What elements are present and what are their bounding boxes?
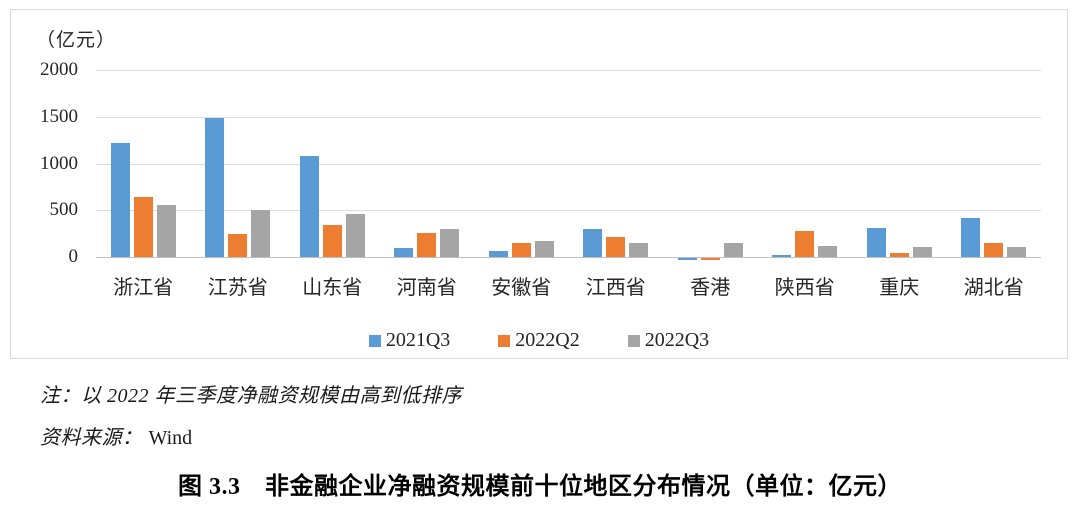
- bar-2022Q3-重庆: [912, 246, 932, 257]
- bar-2022Q2-陕西省: [795, 230, 815, 257]
- bar-2022Q2-江西省: [606, 236, 626, 257]
- x-category-label-重庆: 重庆: [879, 277, 920, 299]
- legend-swatch-2021Q3: [368, 334, 381, 347]
- bar-2021Q3-山东省: [299, 156, 319, 257]
- y-tick-label: 1500: [40, 105, 78, 127]
- data-source-value: Wind: [148, 427, 193, 449]
- y-tick-label: 500: [49, 199, 79, 221]
- x-category-label-湖北省: 湖北省: [963, 277, 1024, 299]
- bar-2021Q3-河南省: [394, 247, 414, 257]
- bar-2022Q3-山东省: [345, 213, 365, 257]
- x-category-label-江苏省: 江苏省: [207, 277, 268, 299]
- legend-item-2021Q3: 2021Q3: [368, 329, 451, 352]
- gridline: [96, 210, 1041, 212]
- legend-item-2022Q3: 2022Q3: [627, 329, 710, 352]
- bar-2022Q3-江西省: [629, 242, 649, 257]
- legend-item-2022Q2: 2022Q2: [498, 329, 580, 352]
- chart-note: 注：以 2022 年三季度净融资规模由高到低排序: [40, 385, 462, 407]
- legend-label-2021Q3: 2021Q3: [385, 329, 451, 351]
- chart-area: （亿元） 0 500 1000 1500 2000 浙江省 江苏省 山东省 河南省 安徽省 江西省 香…: [10, 9, 1068, 359]
- bar-2022Q3-河南省: [440, 228, 460, 257]
- bar-2022Q2-河南省: [417, 233, 437, 257]
- bar-2022Q2-香港: [700, 258, 720, 260]
- bar-2022Q3-浙江省: [156, 205, 176, 257]
- bar-2021Q3-湖北省: [961, 218, 981, 257]
- bar-2022Q3-安徽省: [534, 240, 554, 257]
- gridline: [96, 70, 1041, 71]
- x-category-label-江西省: 江西省: [585, 277, 646, 299]
- gridline: [96, 163, 1041, 165]
- bar-2022Q2-浙江省: [133, 197, 153, 257]
- figure-caption: 图 3.3 非金融企业净融资规模前十位地区分布情况（单位：亿元）: [178, 474, 902, 500]
- y-tick-label: 2000: [40, 59, 78, 80]
- bar-2021Q3-香港: [677, 258, 697, 260]
- x-category-label-安徽省: 安徽省: [491, 277, 552, 299]
- bar-2021Q3-浙江省: [110, 142, 130, 257]
- x-axis-line: [96, 257, 1041, 258]
- data-source-label: 资料来源：: [40, 427, 143, 449]
- bar-2022Q3-香港: [723, 243, 743, 257]
- bar-2021Q3-重庆: [866, 227, 886, 257]
- bar-2022Q2-重庆: [889, 253, 909, 257]
- legend-swatch-2022Q2: [498, 334, 511, 347]
- bar-2022Q2-江苏省: [228, 234, 248, 257]
- legend-label-2022Q2: 2022Q2: [515, 329, 580, 351]
- x-category-label-香港: 香港: [690, 277, 731, 299]
- y-tick-label: 1000: [40, 152, 78, 174]
- legend: 2021Q3 2022Q2 2022Q3: [11, 329, 1067, 352]
- bar-2022Q2-安徽省: [511, 242, 531, 257]
- bar-2021Q3-江苏省: [205, 118, 225, 257]
- bar-2021Q3-安徽省: [488, 250, 508, 257]
- gridline: [96, 116, 1041, 118]
- y-tick-label: 0: [68, 246, 79, 267]
- x-category-label-浙江省: 浙江省: [113, 277, 174, 299]
- y-axis-unit-label: （亿元）: [36, 30, 117, 51]
- bar-2022Q2-山东省: [322, 225, 342, 257]
- x-category-label-山东省: 山东省: [302, 277, 363, 299]
- bar-2022Q3-陕西省: [818, 245, 838, 257]
- bar-2022Q3-湖北省: [1007, 247, 1027, 257]
- bar-2021Q3-陕西省: [772, 254, 792, 257]
- legend-label-2022Q3: 2022Q3: [644, 329, 710, 351]
- bar-2022Q3-江苏省: [251, 209, 271, 257]
- x-category-label-陕西省: 陕西省: [774, 277, 835, 299]
- x-category-label-河南省: 河南省: [396, 277, 457, 299]
- bar-2021Q3-江西省: [583, 228, 603, 257]
- plot-area: 0 500 1000 1500 2000 浙江省 江苏省 山东省 河南省 安徽省 江西省 香港 陕西省 重…: [40, 59, 1041, 299]
- bar-2022Q2-湖北省: [984, 242, 1004, 257]
- data-source: 资料来源： Wind: [40, 421, 192, 450]
- legend-swatch-2022Q3: [627, 334, 640, 347]
